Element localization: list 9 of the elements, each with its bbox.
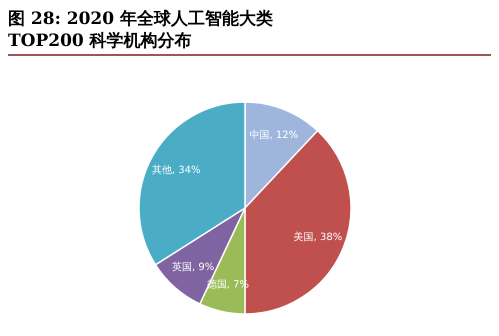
data-label: , 9% (192, 262, 214, 273)
chart-title: 图 28: 2020 年全球人工智能大类TOP200 科学机构分布 (8, 9, 274, 51)
slice-label: 美国 (294, 230, 314, 243)
data-label: , 12% (270, 130, 298, 141)
slice-label: 其他 (152, 164, 172, 176)
data-label: , 38% (314, 232, 342, 243)
slice-label: 中国 (250, 128, 270, 141)
slice-label: 英国 (172, 260, 192, 273)
data-label: , 34% (172, 164, 201, 176)
